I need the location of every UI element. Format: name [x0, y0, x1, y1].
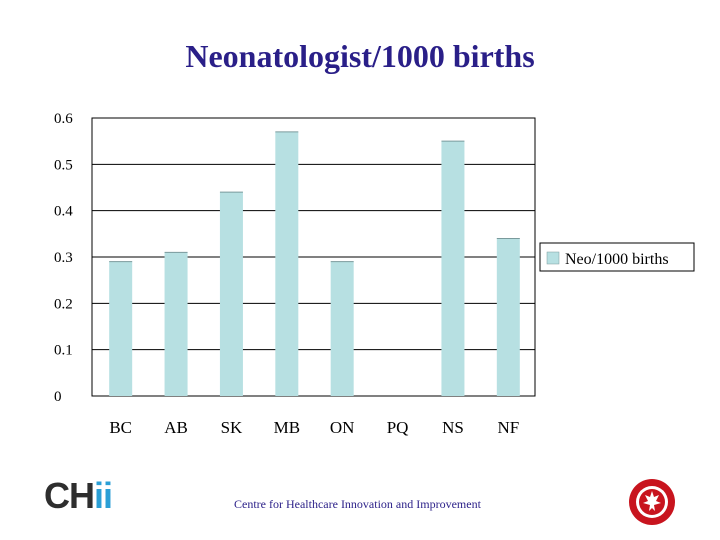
chart-title: Neonatologist/1000 births: [185, 38, 535, 74]
bar-mb: [275, 131, 299, 396]
y-tick-label: 0.4: [54, 204, 73, 220]
y-tick-label: 0.1: [54, 343, 73, 359]
x-tick-label: ON: [330, 418, 355, 437]
y-tick-label: 0.2: [54, 296, 73, 312]
y-tick-label: 0.6: [54, 111, 73, 127]
x-tick-label: PQ: [387, 418, 409, 437]
chii-logo: CH ii: [44, 475, 113, 517]
legend: Neo/1000 births: [539, 242, 695, 272]
legend-swatch: [546, 251, 560, 265]
logo-text-ii: ii: [94, 475, 113, 516]
x-tick-label: AB: [164, 418, 188, 437]
x-tick-label: MB: [274, 418, 300, 437]
logo-text-ch: CH: [44, 475, 95, 516]
bars: [109, 131, 520, 396]
legend-box: [539, 242, 695, 272]
y-tick-label: 0.5: [54, 157, 73, 173]
bar-bc: [109, 261, 133, 396]
bar-chart: 0 0.1 0.2 0.3 0.4 0.5 0.6 BC AB SK MB ON PQ NS NF Neo…: [54, 111, 695, 437]
seal-icon: [629, 479, 675, 525]
bar-ab: [164, 252, 188, 396]
x-tick-label: BC: [109, 418, 132, 437]
x-tick-label: NF: [497, 418, 519, 437]
gridlines: [91, 117, 536, 397]
bar-nf: [496, 238, 520, 396]
y-tick-label: 0: [54, 389, 62, 405]
bar-sk: [219, 192, 243, 396]
x-axis: BC AB SK MB ON PQ NS NF: [109, 418, 519, 437]
bar-on: [330, 261, 354, 396]
footer-text: Centre for Healthcare Innovation and Imp…: [234, 497, 481, 511]
legend-label: Neo/1000 births: [565, 251, 669, 268]
x-tick-label: SK: [221, 418, 243, 437]
y-tick-label: 0.3: [54, 250, 73, 266]
y-axis: 0 0.1 0.2 0.3 0.4 0.5 0.6: [54, 111, 73, 405]
bar-ns: [441, 141, 465, 396]
x-tick-label: NS: [442, 418, 464, 437]
